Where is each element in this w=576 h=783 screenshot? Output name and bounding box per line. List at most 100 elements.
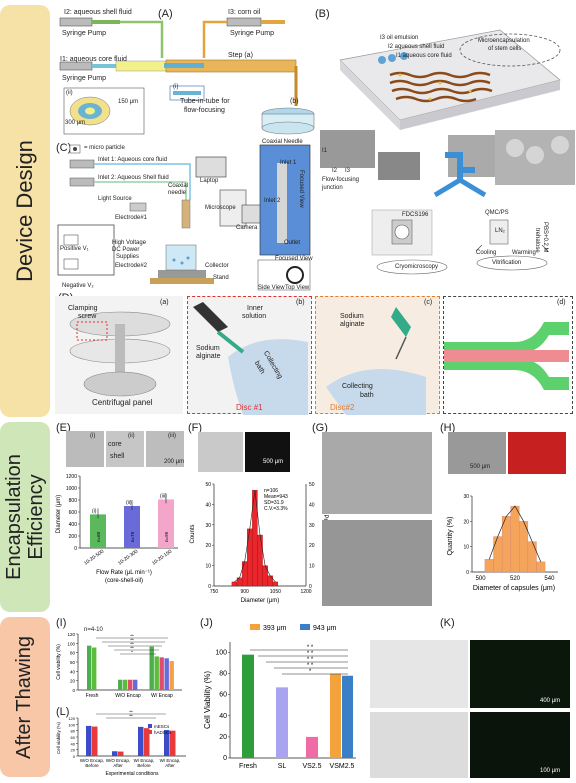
e-ytick-label: 200 bbox=[69, 534, 78, 540]
k-image-2 bbox=[470, 640, 570, 708]
panel-label-h: (H) bbox=[440, 422, 456, 434]
j-category-label: VSM2.5 bbox=[330, 763, 355, 770]
d-alg: alginate bbox=[196, 353, 221, 360]
f-bar bbox=[231, 581, 238, 587]
f-ylabel: Counts bbox=[190, 524, 196, 543]
a-label-pump-3: Syringe Pump bbox=[62, 75, 106, 82]
e-category-label: 10-20-150 bbox=[151, 549, 173, 567]
f-image-fluor bbox=[245, 432, 290, 472]
i-bar bbox=[92, 647, 97, 690]
e-xlabel: Flow Rate (μL min⁻¹) bbox=[96, 570, 152, 576]
d-clamp: Clamping bbox=[68, 305, 98, 312]
panel-label-k: (K) bbox=[440, 617, 455, 629]
h-xtick-label: 500 bbox=[476, 576, 487, 582]
l-ytick-label: 100 bbox=[68, 722, 75, 727]
panel-b-diagram bbox=[320, 29, 575, 198]
i-bar bbox=[154, 656, 159, 690]
a-label-pump-2: Syringe Pump bbox=[230, 30, 274, 37]
l-legend-label: hADSCs bbox=[154, 730, 172, 735]
i-bar bbox=[169, 661, 174, 690]
j-legend-swatch bbox=[300, 624, 310, 630]
i-ytick-label: 120 bbox=[67, 632, 75, 637]
e-ytick-label: 0 bbox=[74, 546, 77, 552]
a-label-i1: I1: aqueous core fluid bbox=[60, 56, 127, 63]
d-d: (d) bbox=[557, 299, 566, 306]
f-bar bbox=[247, 528, 253, 587]
c-micro: Microscope bbox=[205, 205, 236, 211]
f-image-bright bbox=[198, 432, 243, 472]
f-ytick-label: 40 bbox=[205, 502, 211, 508]
j-ylabel: Cell Viability (%) bbox=[203, 671, 212, 729]
chart-i: 0 20 40 60 80 100 120 Cell viability (%) Fresh W/… bbox=[56, 632, 182, 699]
e-label-i: (i) bbox=[90, 433, 96, 439]
b-label-vit: Vitrification bbox=[492, 260, 522, 266]
f-y2tick-label: 50 bbox=[309, 482, 315, 488]
c-fv: Focused View bbox=[298, 170, 304, 208]
j-category-label: Fresh bbox=[239, 763, 257, 770]
b-label-i3: I3 bbox=[345, 168, 351, 174]
d-disc2: Disc#2 bbox=[330, 403, 355, 412]
e-ytick-label: 1000 bbox=[66, 486, 77, 492]
f-ytick-label: 50 bbox=[205, 482, 211, 488]
panel-a-diagram bbox=[59, 17, 315, 135]
a-label-b: (b) bbox=[290, 98, 299, 105]
l-sig-label: ** bbox=[129, 714, 133, 719]
c-camera: Camera bbox=[236, 225, 258, 231]
i-ylabel: Cell viability (%) bbox=[56, 644, 62, 680]
f-xtick-label: 900 bbox=[240, 589, 249, 595]
f-y2tick-label: 0 bbox=[309, 584, 312, 590]
d-inner: Inner bbox=[247, 305, 263, 312]
i-category-label: W/O Encap bbox=[115, 693, 141, 699]
c-inlet1-short: Inlet 1 bbox=[280, 160, 297, 166]
h-bar bbox=[536, 561, 546, 573]
l-bar bbox=[164, 730, 170, 756]
j-ytick-label: 100 bbox=[215, 650, 227, 657]
h-ytick-label: 20 bbox=[463, 519, 469, 525]
e-category-label: 10-20-500 bbox=[83, 549, 105, 567]
b-label-i2: I2 bbox=[332, 168, 338, 174]
e-n-label: n=99 bbox=[164, 531, 169, 542]
panel-label-a: (A) bbox=[158, 8, 173, 20]
f-ytick-label: 0 bbox=[208, 584, 211, 590]
l-category-label: After bbox=[113, 763, 123, 768]
b-label-fdcs: FDCS196 bbox=[402, 212, 429, 218]
j-ytick-label: 40 bbox=[219, 713, 227, 720]
i-sig-label: ** bbox=[130, 642, 134, 647]
j-sig-label: * * bbox=[307, 645, 314, 651]
l-bar bbox=[118, 751, 124, 756]
i-label-n: n=4-10 bbox=[84, 627, 103, 633]
h-ytick-label: 0 bbox=[466, 570, 469, 576]
f-y2tick-label: 40 bbox=[309, 502, 315, 508]
c-e2: Electrode#2 bbox=[115, 263, 148, 269]
e-image-ii bbox=[106, 431, 144, 467]
a-label-tube2: flow-focusing bbox=[184, 107, 225, 114]
i-sig-label: ** bbox=[130, 634, 134, 639]
f-xtick-label: 750 bbox=[210, 589, 219, 595]
panel-label-f: (F) bbox=[188, 422, 203, 434]
e-label-iii: (iii) bbox=[168, 433, 176, 439]
e-xlabel2: (core-shell-oil) bbox=[105, 578, 143, 584]
c-fv2: Focused View bbox=[275, 256, 313, 262]
b-label-warm: Warming bbox=[512, 250, 536, 256]
f-bar bbox=[257, 534, 263, 587]
f-bar bbox=[241, 561, 248, 587]
a-label-ii: (ii) bbox=[66, 90, 73, 96]
l-category-label: W/ Encap, bbox=[160, 758, 181, 763]
e-bar-label: (iii) bbox=[160, 493, 167, 499]
c-hv3: Supplies bbox=[116, 254, 140, 260]
chart-h: 0 10 20 30 500 520 540 Quantity (%) Diameter of … bbox=[447, 494, 558, 592]
l-bar bbox=[112, 751, 118, 756]
i-ytick-label: 80 bbox=[70, 651, 76, 656]
e-label-ii: (ii) bbox=[128, 433, 135, 439]
b-label-l3: I1 aqueous core fluid bbox=[396, 53, 452, 59]
d-disc1: Disc #1 bbox=[236, 403, 263, 412]
h-fit-curve bbox=[488, 505, 542, 563]
l-category-label: W/O Encap, bbox=[106, 758, 130, 763]
f-xlabel: Diameter (μm) bbox=[241, 598, 279, 604]
g-image-1 bbox=[322, 432, 432, 514]
k-label-um1: 400 μm bbox=[540, 698, 561, 704]
e-bar-label: (ii) bbox=[126, 500, 132, 506]
c-inlet1: Inlet 1: Aqueous core fluid bbox=[98, 157, 168, 163]
k-image-1 bbox=[370, 640, 468, 708]
